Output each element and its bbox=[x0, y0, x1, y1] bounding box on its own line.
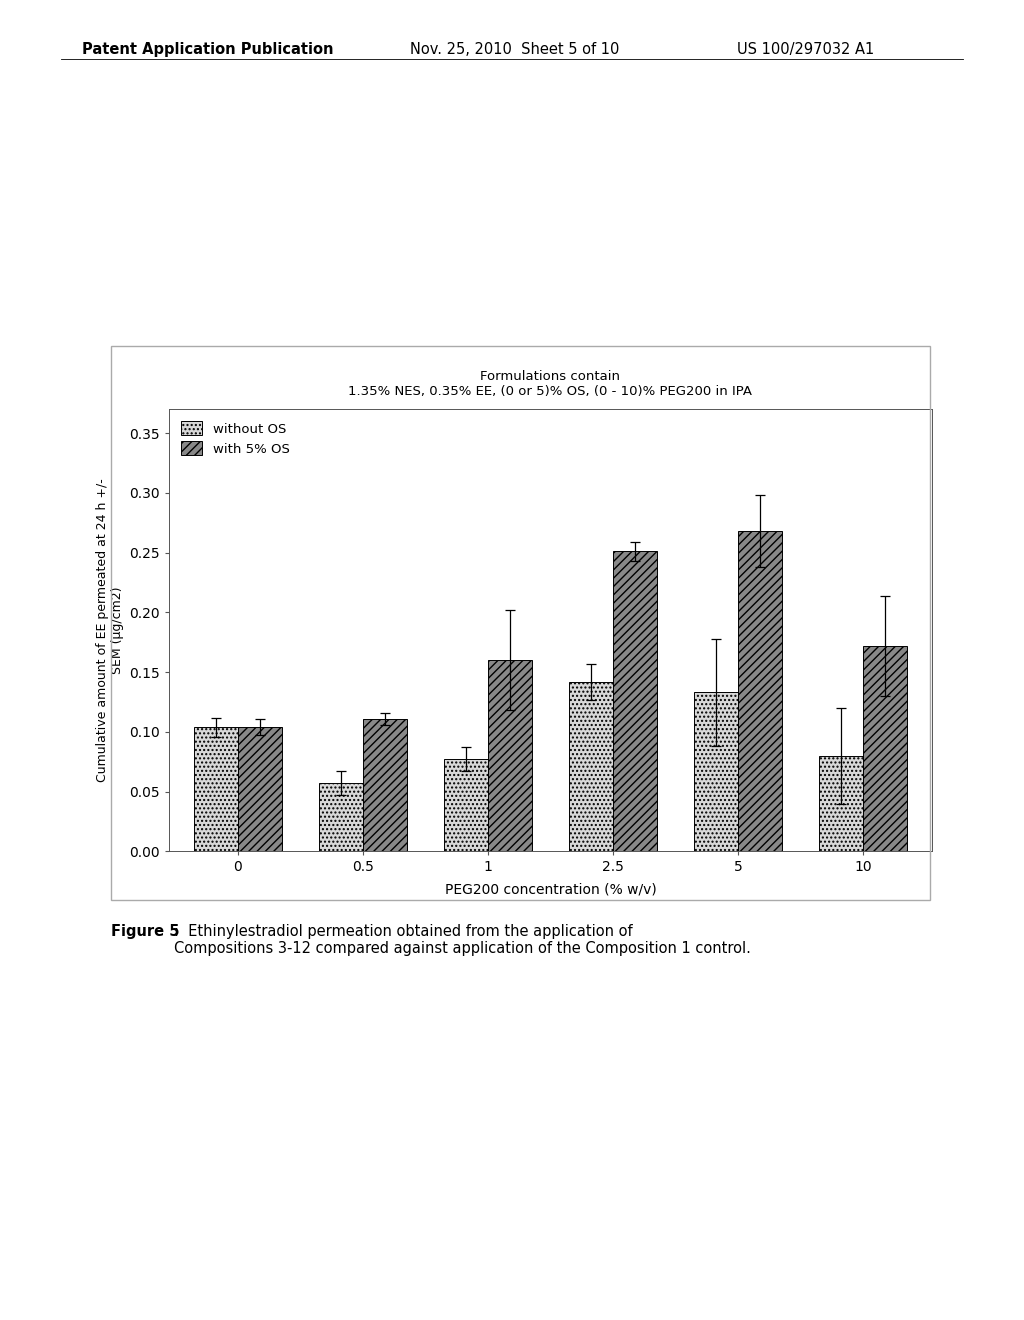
Text: Nov. 25, 2010  Sheet 5 of 10: Nov. 25, 2010 Sheet 5 of 10 bbox=[410, 42, 618, 57]
Bar bbox=[569, 681, 613, 851]
Text: Patent Application Publication: Patent Application Publication bbox=[82, 42, 334, 57]
Text: :  Ethinylestradiol permeation obtained from the application of
Compositions 3-1: : Ethinylestradiol permeation obtained f… bbox=[174, 924, 751, 957]
Y-axis label: Cumulative amount of EE permeated at 24 h +/-
SEM (µg/cm2): Cumulative amount of EE permeated at 24 … bbox=[95, 478, 124, 783]
Bar bbox=[487, 660, 531, 851]
Legend: without OS, with 5% OS: without OS, with 5% OS bbox=[175, 416, 295, 461]
Text: Figure 5: Figure 5 bbox=[111, 924, 179, 939]
Bar bbox=[444, 759, 487, 851]
Bar bbox=[362, 718, 407, 851]
X-axis label: PEG200 concentration (% w/v): PEG200 concentration (% w/v) bbox=[444, 883, 656, 896]
Bar bbox=[863, 645, 907, 851]
Bar bbox=[613, 552, 656, 851]
Title: Formulations contain
1.35% NES, 0.35% EE, (0 or 5)% OS, (0 - 10)% PEG200 in IPA: Formulations contain 1.35% NES, 0.35% EE… bbox=[348, 371, 753, 399]
Bar bbox=[694, 693, 738, 851]
Bar bbox=[319, 783, 362, 851]
Bar bbox=[819, 756, 863, 851]
Text: US 100/297032 A1: US 100/297032 A1 bbox=[737, 42, 874, 57]
Bar bbox=[194, 727, 238, 851]
Bar bbox=[238, 727, 282, 851]
Bar bbox=[738, 531, 781, 851]
